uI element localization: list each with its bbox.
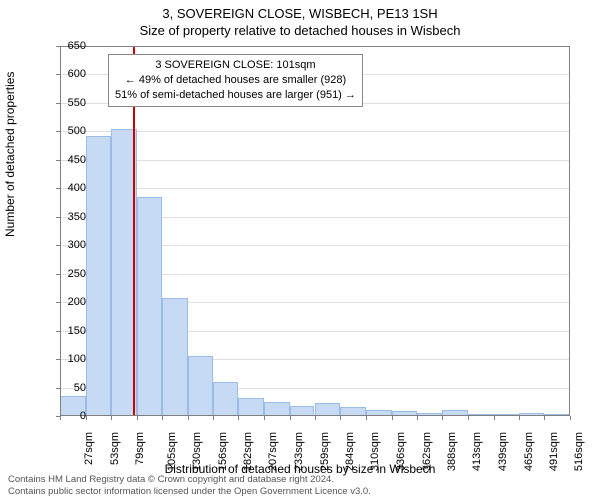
plot-area: 3 SOVEREIGN CLOSE: 101sqm ← 49% of detac…	[60, 46, 570, 416]
x-tick-mark	[238, 416, 239, 420]
x-tick-mark	[213, 416, 214, 420]
x-tick-mark	[519, 416, 520, 420]
y-axis-label: Number of detached properties	[3, 72, 17, 237]
y-tick-label: 150	[46, 325, 86, 337]
y-tick-label: 350	[46, 211, 86, 223]
x-tick-mark	[111, 416, 112, 420]
x-tick-mark	[417, 416, 418, 420]
y-tick-label: 600	[46, 68, 86, 80]
x-tick-mark	[264, 416, 265, 420]
y-tick-label: 500	[46, 125, 86, 137]
x-tick-mark	[570, 416, 571, 420]
footer: Contains HM Land Registry data © Crown c…	[8, 474, 371, 498]
y-tick-label: 100	[46, 353, 86, 365]
y-tick-label: 250	[46, 268, 86, 280]
x-tick-mark	[137, 416, 138, 420]
y-tick-label: 50	[46, 382, 86, 394]
chart-container: 3, SOVEREIGN CLOSE, WISBECH, PE13 1SH Si…	[0, 0, 600, 500]
footer-line-2: Contains public sector information licen…	[8, 486, 371, 498]
chart-title-line2: Size of property relative to detached ho…	[0, 23, 600, 40]
x-tick-mark	[468, 416, 469, 420]
x-tick-mark	[162, 416, 163, 420]
y-tick-label: 200	[46, 296, 86, 308]
footer-line-1: Contains HM Land Registry data © Crown c…	[8, 474, 371, 486]
annotation-line-2: ← 49% of detached houses are smaller (92…	[115, 73, 356, 88]
annotation-box: 3 SOVEREIGN CLOSE: 101sqm ← 49% of detac…	[108, 54, 363, 107]
y-tick-label: 450	[46, 154, 86, 166]
y-tick-label: 650	[46, 40, 86, 52]
x-tick-mark	[340, 416, 341, 420]
y-tick-label: 550	[46, 97, 86, 109]
x-tick-mark	[290, 416, 291, 420]
x-tick-mark	[442, 416, 443, 420]
y-tick-label: 0	[46, 410, 86, 422]
x-tick-mark	[315, 416, 316, 420]
x-tick-label: 27sqm	[83, 432, 95, 465]
y-tick-label: 300	[46, 239, 86, 251]
y-tick-label: 400	[46, 182, 86, 194]
x-tick-label: 53sqm	[109, 432, 121, 465]
x-tick-mark	[494, 416, 495, 420]
x-tick-mark	[188, 416, 189, 420]
chart-title-line1: 3, SOVEREIGN CLOSE, WISBECH, PE13 1SH	[0, 0, 600, 23]
x-tick-mark	[392, 416, 393, 420]
annotation-line-1: 3 SOVEREIGN CLOSE: 101sqm	[115, 58, 356, 73]
x-tick-label: 79sqm	[135, 432, 147, 465]
annotation-line-3: 51% of semi-detached houses are larger (…	[115, 88, 356, 103]
x-tick-mark	[366, 416, 367, 420]
x-tick-mark	[544, 416, 545, 420]
